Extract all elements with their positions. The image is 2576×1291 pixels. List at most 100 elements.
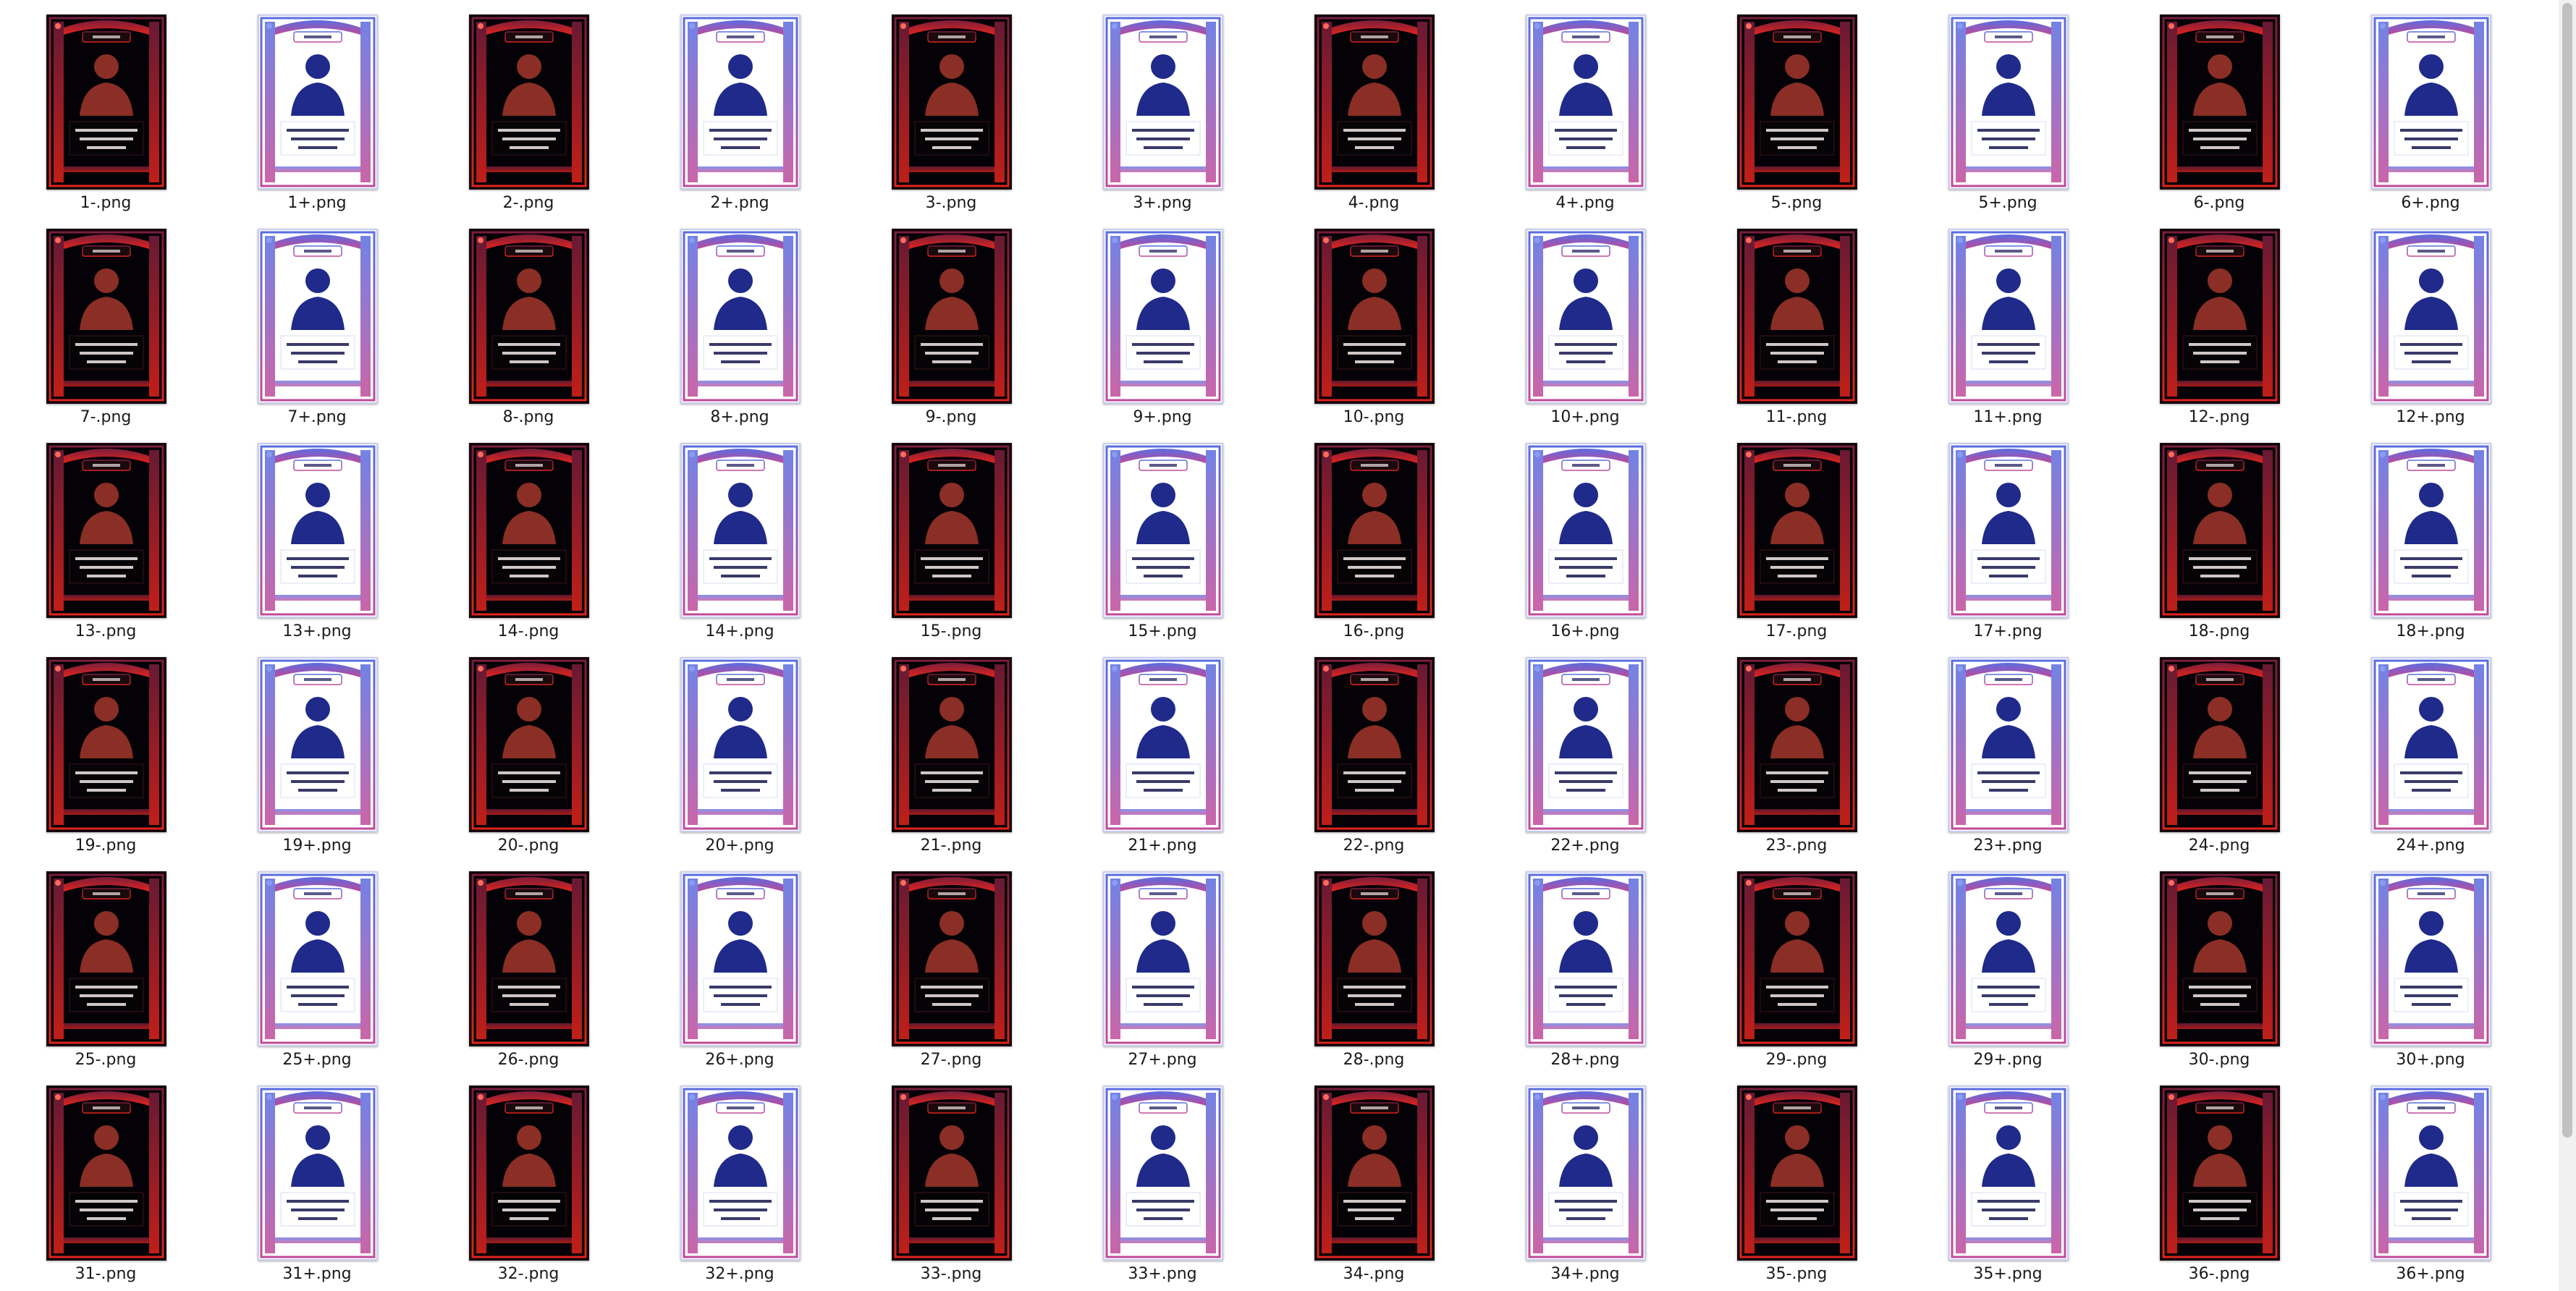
thumbnail-item[interactable]: 31-.png xyxy=(0,1071,211,1285)
card-thumbnail[interactable] xyxy=(469,443,589,618)
thumbnail-item[interactable]: 21-.png xyxy=(845,643,1057,857)
card-thumbnail[interactable] xyxy=(680,657,801,832)
card-thumbnail[interactable] xyxy=(2371,443,2491,618)
thumbnail-item[interactable]: 7+.png xyxy=(211,214,423,428)
scrollbar-thumb[interactable] xyxy=(2562,3,2572,1138)
card-thumbnail[interactable] xyxy=(680,14,801,190)
card-thumbnail[interactable] xyxy=(258,443,378,618)
thumbnail-item[interactable]: 16-.png xyxy=(1268,428,1479,643)
card-thumbnail[interactable] xyxy=(892,14,1012,190)
card-thumbnail[interactable] xyxy=(1737,657,1857,832)
thumbnail-item[interactable]: 13+.png xyxy=(211,428,423,643)
card-thumbnail[interactable] xyxy=(258,229,378,404)
thumbnail-item[interactable]: 33+.png xyxy=(1057,1071,1268,1285)
card-thumbnail[interactable] xyxy=(1948,229,2069,404)
thumbnail-item[interactable]: 35+.png xyxy=(1902,1071,2113,1285)
thumbnail-item[interactable]: 19-.png xyxy=(0,643,211,857)
card-thumbnail[interactable] xyxy=(469,229,589,404)
thumbnail-item[interactable]: 28+.png xyxy=(1479,857,1691,1071)
thumbnail-item[interactable]: 24-.png xyxy=(2113,643,2325,857)
thumbnail-item[interactable]: 17+.png xyxy=(1902,428,2113,643)
card-thumbnail[interactable] xyxy=(258,14,378,190)
card-thumbnail[interactable] xyxy=(2371,871,2491,1046)
card-thumbnail[interactable] xyxy=(1103,229,1223,404)
thumbnail-item[interactable]: 29+.png xyxy=(1902,857,2113,1071)
thumbnail-item[interactable]: 21+.png xyxy=(1057,643,1268,857)
thumbnail-item[interactable]: 10-.png xyxy=(1268,214,1479,428)
card-thumbnail[interactable] xyxy=(1103,871,1223,1046)
vertical-scrollbar[interactable] xyxy=(2559,0,2576,1291)
card-thumbnail[interactable] xyxy=(1314,14,1435,190)
card-thumbnail[interactable] xyxy=(1103,657,1223,832)
card-thumbnail[interactable] xyxy=(46,443,166,618)
thumbnail-item[interactable]: 3+.png xyxy=(1057,0,1268,214)
thumbnail-item[interactable]: 23-.png xyxy=(1691,643,1902,857)
thumbnail-item[interactable]: 22-.png xyxy=(1268,643,1479,857)
card-thumbnail[interactable] xyxy=(2160,871,2280,1046)
thumbnail-item[interactable]: 6+.png xyxy=(2325,0,2536,214)
thumbnail-item[interactable]: 15-.png xyxy=(845,428,1057,643)
thumbnail-item[interactable]: 12+.png xyxy=(2325,214,2536,428)
thumbnail-item[interactable]: 11+.png xyxy=(1902,214,2113,428)
thumbnail-item[interactable]: 18-.png xyxy=(2113,428,2325,643)
card-thumbnail[interactable] xyxy=(1737,1085,1857,1261)
thumbnail-item[interactable]: 26+.png xyxy=(634,857,845,1071)
thumbnail-item[interactable]: 22+.png xyxy=(1479,643,1691,857)
thumbnail-item[interactable]: 19+.png xyxy=(211,643,423,857)
thumbnail-item[interactable]: 36+.png xyxy=(2325,1071,2536,1285)
card-thumbnail[interactable] xyxy=(1314,229,1435,404)
card-thumbnail[interactable] xyxy=(46,1085,166,1261)
thumbnail-item[interactable]: 2-.png xyxy=(423,0,634,214)
thumbnail-item[interactable]: 8-.png xyxy=(423,214,634,428)
card-thumbnail[interactable] xyxy=(680,1085,801,1261)
thumbnail-item[interactable]: 2+.png xyxy=(634,0,845,214)
card-thumbnail[interactable] xyxy=(469,657,589,832)
thumbnail-item[interactable]: 24+.png xyxy=(2325,643,2536,857)
thumbnail-item[interactable]: 30+.png xyxy=(2325,857,2536,1071)
card-thumbnail[interactable] xyxy=(2371,14,2491,190)
card-thumbnail[interactable] xyxy=(1314,443,1435,618)
card-thumbnail[interactable] xyxy=(258,657,378,832)
thumbnail-item[interactable]: 17-.png xyxy=(1691,428,1902,643)
thumbnail-item[interactable]: 34-.png xyxy=(1268,1071,1479,1285)
card-thumbnail[interactable] xyxy=(258,871,378,1046)
card-thumbnail[interactable] xyxy=(1948,1085,2069,1261)
card-thumbnail[interactable] xyxy=(469,871,589,1046)
card-thumbnail[interactable] xyxy=(1737,443,1857,618)
card-thumbnail[interactable] xyxy=(1526,657,1646,832)
thumbnail-item[interactable]: 6-.png xyxy=(2113,0,2325,214)
card-thumbnail[interactable] xyxy=(680,229,801,404)
card-thumbnail[interactable] xyxy=(46,657,166,832)
thumbnail-item[interactable]: 35-.png xyxy=(1691,1071,1902,1285)
card-thumbnail[interactable] xyxy=(1314,657,1435,832)
thumbnail-item[interactable]: 33-.png xyxy=(845,1071,1057,1285)
card-thumbnail[interactable] xyxy=(46,229,166,404)
card-thumbnail[interactable] xyxy=(2160,657,2280,832)
card-thumbnail[interactable] xyxy=(1737,871,1857,1046)
thumbnail-item[interactable]: 12-.png xyxy=(2113,214,2325,428)
thumbnail-item[interactable]: 5-.png xyxy=(1691,0,1902,214)
card-thumbnail[interactable] xyxy=(1737,229,1857,404)
thumbnail-item[interactable]: 23+.png xyxy=(1902,643,2113,857)
card-thumbnail[interactable] xyxy=(1103,443,1223,618)
card-thumbnail[interactable] xyxy=(1737,14,1857,190)
card-thumbnail[interactable] xyxy=(46,14,166,190)
card-thumbnail[interactable] xyxy=(2371,657,2491,832)
thumbnail-item[interactable]: 20+.png xyxy=(634,643,845,857)
card-thumbnail[interactable] xyxy=(2160,229,2280,404)
card-thumbnail[interactable] xyxy=(1948,14,2069,190)
card-thumbnail[interactable] xyxy=(2160,14,2280,190)
thumbnail-item[interactable]: 1+.png xyxy=(211,0,423,214)
thumbnail-item[interactable]: 14-.png xyxy=(423,428,634,643)
thumbnail-item[interactable]: 9+.png xyxy=(1057,214,1268,428)
card-thumbnail[interactable] xyxy=(46,871,166,1046)
card-thumbnail[interactable] xyxy=(2371,229,2491,404)
thumbnail-item[interactable]: 3-.png xyxy=(845,0,1057,214)
card-thumbnail[interactable] xyxy=(1314,871,1435,1046)
thumbnail-item[interactable]: 36-.png xyxy=(2113,1071,2325,1285)
card-thumbnail[interactable] xyxy=(1314,1085,1435,1261)
card-thumbnail[interactable] xyxy=(2371,1085,2491,1261)
thumbnail-item[interactable]: 25-.png xyxy=(0,857,211,1071)
thumbnail-item[interactable]: 20-.png xyxy=(423,643,634,857)
thumbnail-item[interactable]: 27-.png xyxy=(845,857,1057,1071)
